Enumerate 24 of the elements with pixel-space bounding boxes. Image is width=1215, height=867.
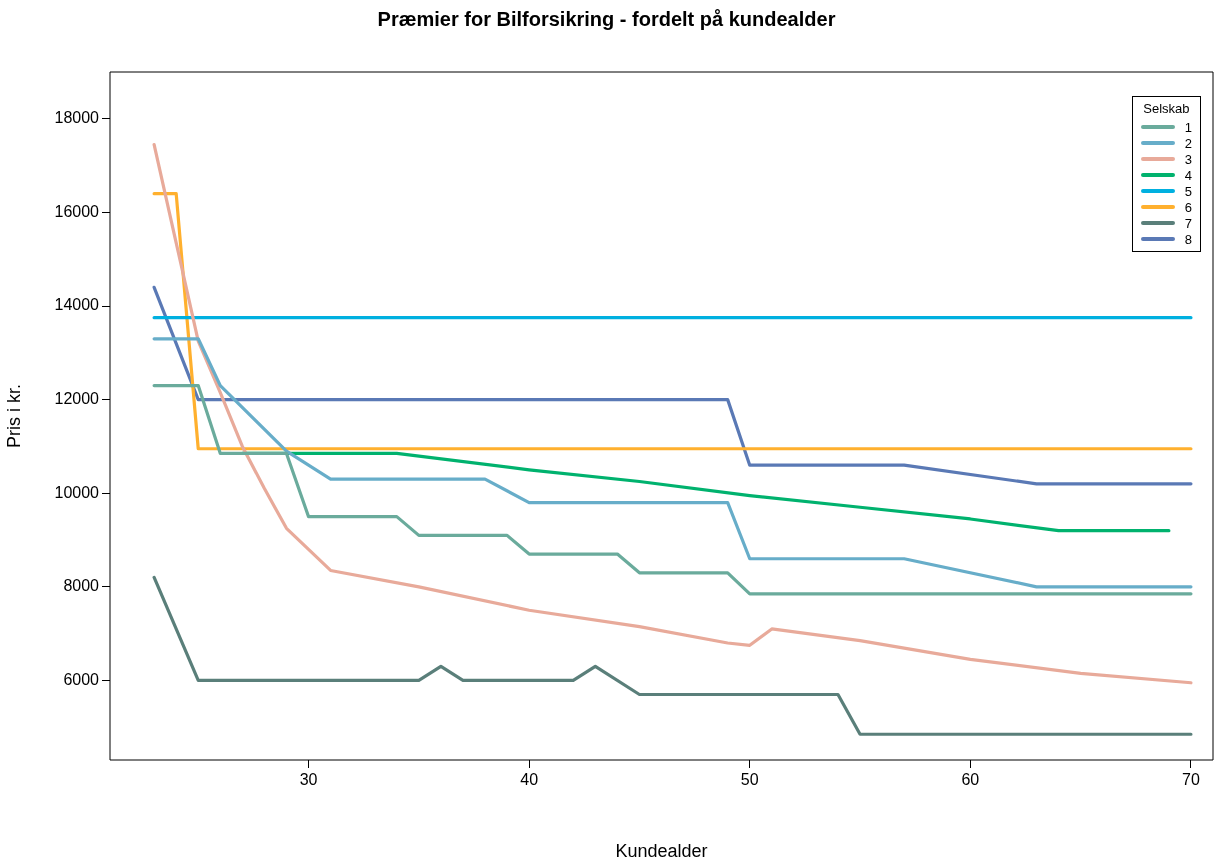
legend-label: 6 [1184, 199, 1192, 215]
x-tick-label: 40 [520, 771, 539, 789]
legend-label: 4 [1184, 167, 1192, 183]
y-axis-title: Pris i kr. [3, 383, 24, 449]
legend-label: 2 [1184, 135, 1192, 151]
legend-title: Selskab [1142, 101, 1191, 116]
x-tick-label: 60 [961, 771, 980, 789]
x-tick-label: 70 [1182, 771, 1200, 789]
legend-label: 8 [1184, 231, 1192, 247]
y-tick-label: 16000 [54, 202, 100, 220]
y-tick-label: 12000 [54, 390, 100, 408]
legend-label: 1 [1184, 119, 1192, 135]
legend-label: 7 [1184, 215, 1192, 231]
x-tick-label: 50 [740, 771, 759, 789]
legend-label: 3 [1184, 151, 1192, 167]
y-tick-label: 14000 [54, 296, 100, 314]
legend-label: 5 [1184, 183, 1192, 199]
chart-title: Præmier for Bilforsikring - fordelt på kundealder [377, 7, 836, 30]
y-tick-label: 8000 [63, 577, 100, 595]
y-tick-label: 6000 [63, 670, 100, 688]
y-tick-label: 10000 [54, 483, 100, 501]
x-tick-label: 30 [299, 771, 318, 789]
x-axis-title: Kundealder [615, 841, 708, 862]
y-tick-label: 18000 [54, 109, 100, 127]
